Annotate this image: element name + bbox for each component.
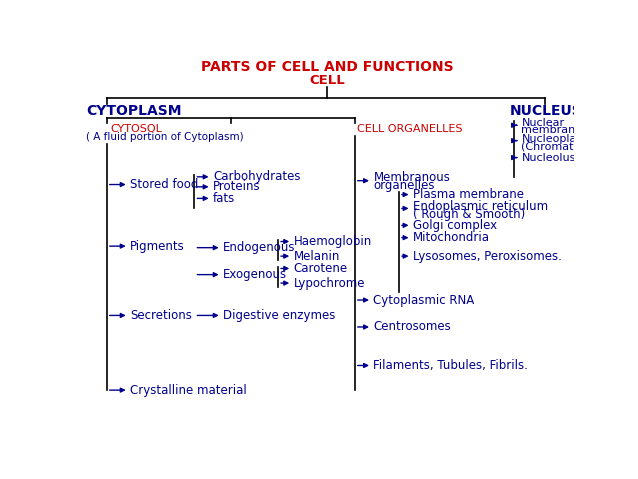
Text: Carbohydrates: Carbohydrates	[213, 171, 300, 183]
Text: ( Rough & Smooth): ( Rough & Smooth)	[413, 208, 525, 221]
Text: CYTOPLASM: CYTOPLASM	[86, 104, 181, 118]
Text: Pigments: Pigments	[130, 240, 185, 252]
Text: Endoplasmic reticulum: Endoplasmic reticulum	[413, 200, 548, 213]
Text: Endogenous: Endogenous	[223, 241, 295, 254]
Text: Stored food: Stored food	[130, 178, 198, 191]
Text: Haemoglobin: Haemoglobin	[293, 235, 372, 248]
Text: CYTOSOL: CYTOSOL	[111, 124, 163, 134]
Text: Digestive enzymes: Digestive enzymes	[223, 309, 336, 322]
Text: Lysosomes, Peroxisomes.: Lysosomes, Peroxisomes.	[413, 250, 562, 262]
Text: PARTS OF CELL AND FUNCTIONS: PARTS OF CELL AND FUNCTIONS	[201, 60, 453, 75]
Text: Exogenous: Exogenous	[223, 268, 287, 281]
Text: Lypochrome: Lypochrome	[293, 276, 365, 290]
Text: Nuclear: Nuclear	[521, 118, 565, 128]
Text: ( A fluid portion of Cytoplasm): ( A fluid portion of Cytoplasm)	[86, 132, 244, 142]
Text: Carotene: Carotene	[293, 262, 348, 275]
Text: Mitochondria: Mitochondria	[413, 231, 490, 244]
Text: Membranous: Membranous	[373, 171, 450, 184]
Text: Proteins: Proteins	[213, 180, 261, 194]
Text: Cytoplasmic RNA: Cytoplasmic RNA	[373, 294, 475, 307]
Text: Melanin: Melanin	[293, 250, 340, 262]
Text: Centrosomes: Centrosomes	[373, 320, 451, 333]
Text: Secretions: Secretions	[130, 309, 192, 322]
Text: organelles: organelles	[373, 179, 435, 192]
Text: Filaments, Tubules, Fibrils.: Filaments, Tubules, Fibrils.	[373, 359, 528, 372]
Text: CELL: CELL	[309, 74, 345, 87]
Text: Plasma membrane: Plasma membrane	[413, 188, 524, 201]
Text: fats: fats	[213, 192, 235, 205]
Text: CELL ORGANELLES: CELL ORGANELLES	[357, 124, 463, 134]
Text: Crystalline material: Crystalline material	[130, 384, 247, 397]
Text: (Chromatin): (Chromatin)	[521, 141, 589, 151]
Text: Nucleoplasm: Nucleoplasm	[521, 134, 593, 144]
Text: NUCLEUS: NUCLEUS	[510, 104, 582, 118]
Text: Golgi complex: Golgi complex	[413, 219, 497, 232]
Text: Nucleolus: Nucleolus	[521, 153, 576, 162]
Text: membrane: membrane	[521, 125, 582, 135]
